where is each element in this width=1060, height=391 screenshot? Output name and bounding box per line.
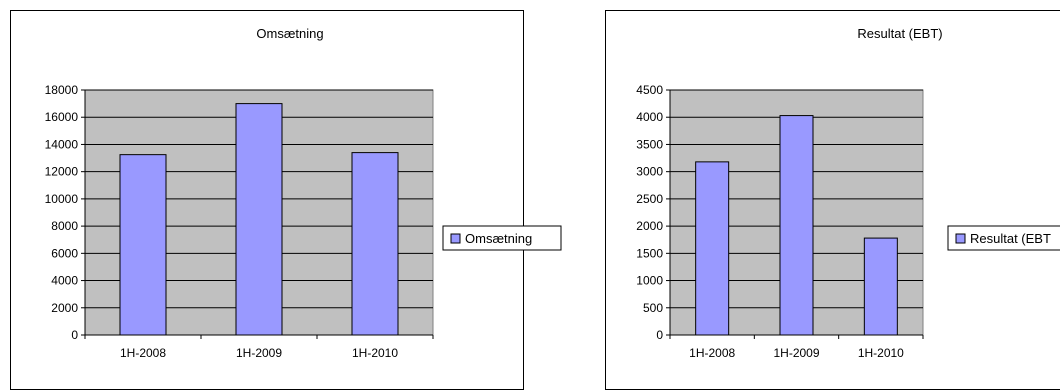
- ebt-chart: Resultat (EBT) 0 500 1000 1500 2000 2500 3000 35…: [605, 10, 1060, 390]
- ebt-legend-label: Resultat (EBT: [970, 231, 1051, 246]
- revenue-legend-swatch: [450, 233, 461, 244]
- ebt-legend-box: [947, 225, 1060, 251]
- ebt-y-tick-label: 2500: [636, 192, 663, 206]
- revenue-legend-label: Omsætning: [465, 231, 532, 246]
- revenue-y-tick-label: 8000: [51, 219, 78, 233]
- revenue-y-tick-label: 10000: [45, 192, 79, 206]
- revenue-chart-svg: Omsætning 0 2000 4000 6000 8000 10000 12000 1400…: [45, 26, 562, 360]
- ebt-y-tick-label: 2000: [636, 219, 663, 233]
- revenue-y-tick-label: 14000: [45, 137, 79, 151]
- ebt-y-tick-label: 3000: [636, 165, 663, 179]
- revenue-y-tick-label: 4000: [51, 274, 78, 288]
- revenue-x-tick-label: 1H-2009: [236, 346, 282, 360]
- revenue-x-tick-label: 1H-2008: [120, 346, 166, 360]
- revenue-x-tick-label: 1H-2010: [352, 346, 398, 360]
- revenue-bar-1H-2009: [235, 103, 283, 336]
- ebt-bar-1H-2009: [779, 115, 814, 336]
- ebt-y-tick-label: 4500: [636, 83, 663, 97]
- ebt-y-tick-label: 0: [656, 328, 663, 342]
- revenue-chart-title: Omsætning: [256, 26, 323, 41]
- revenue-bar-1H-2008: [119, 154, 167, 336]
- ebt-y-tick-label: 3500: [636, 137, 663, 151]
- ebt-y-tick-label: 1500: [636, 246, 663, 260]
- ebt-y-tick-label: 4000: [636, 110, 663, 124]
- ebt-x-tick-label: 1H-2008: [689, 346, 735, 360]
- ebt-y-tick-label: 1000: [636, 274, 663, 288]
- revenue-y-tick-label: 0: [71, 328, 78, 342]
- revenue-legend-box: [442, 225, 562, 251]
- revenue-y-tick-label: 6000: [51, 246, 78, 260]
- ebt-x-tick-label: 1H-2009: [773, 346, 819, 360]
- revenue-y-tick-label: 2000: [51, 301, 78, 315]
- ebt-x-tick-label: 1H-2010: [858, 346, 904, 360]
- ebt-bar-1H-2010: [863, 237, 898, 336]
- revenue-chart: Omsætning 0 2000 4000 6000 8000 10000 12000 1400…: [10, 10, 562, 390]
- ebt-y-tick-label: 500: [643, 301, 663, 315]
- revenue-y-tick-label: 16000: [45, 110, 79, 124]
- revenue-bar-1H-2010: [351, 152, 399, 336]
- ebt-chart-svg: Resultat (EBT) 0 500 1000 1500 2000 2500 3000 35…: [636, 26, 1060, 360]
- ebt-bar-1H-2008: [695, 161, 730, 336]
- ebt-chart-title: Resultat (EBT): [857, 26, 942, 41]
- ebt-legend-swatch: [955, 233, 966, 244]
- revenue-y-tick-label: 18000: [45, 83, 79, 97]
- revenue-y-tick-label: 12000: [45, 165, 79, 179]
